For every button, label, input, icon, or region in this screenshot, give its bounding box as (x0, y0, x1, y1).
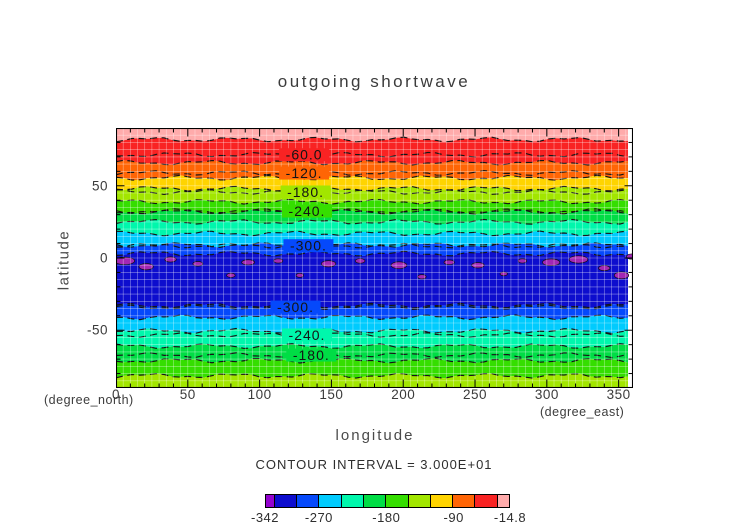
band-chartreuse-n (116, 186, 628, 205)
low-value-patch (613, 271, 630, 280)
contour-label-halo (270, 300, 321, 314)
contour-line (116, 357, 629, 364)
x-tick-label: 300 (534, 387, 559, 402)
band-cyan-s (116, 314, 628, 334)
contour-line (116, 151, 629, 158)
contour-label: -240. (289, 327, 326, 343)
colorbar-tick-label: -180 (372, 510, 401, 525)
colorbar-segment (430, 495, 454, 507)
contour-line (116, 250, 629, 257)
x-axis-label: longitude (335, 427, 415, 444)
colorbar-segment (386, 495, 409, 507)
x-tick-label: 0 (111, 387, 121, 402)
contour-label-halo (280, 185, 331, 199)
colorbar-segment (408, 495, 431, 507)
contour-label: -180. (293, 347, 330, 363)
contour-line (116, 372, 629, 379)
contour-label-halo (286, 348, 337, 362)
contour-label: -60.0 (286, 147, 323, 163)
colorbar-segment (297, 495, 320, 507)
contour-label: -120. (286, 165, 323, 181)
x-axis-unit: (degree_east) (540, 405, 625, 419)
colorbar-segment (363, 495, 387, 507)
band-gold-n (116, 175, 628, 192)
y-tick-label: 0 (99, 250, 108, 266)
contour-interval-text: CONTOUR INTERVAL = 3.000E+01 (255, 457, 493, 472)
band-green-n (116, 209, 628, 225)
contour-label: -300. (277, 299, 314, 315)
contour-label: -240. (289, 203, 326, 219)
low-value-patch (321, 260, 337, 268)
colorbar-segment (266, 495, 275, 507)
low-value-patch (295, 272, 304, 278)
band-yellowgreen-s (116, 358, 628, 379)
contour-plot: -60.0 -120. -180. -240. -300. -300. -240. -180. (116, 128, 633, 388)
low-value-patch (273, 258, 284, 264)
contour-label-halo (279, 148, 330, 162)
contour-label: -180. (287, 184, 324, 200)
low-value-patch (138, 263, 154, 271)
band-spring-n (116, 219, 628, 236)
band-red-n (116, 137, 628, 166)
band-orange-n (116, 160, 628, 181)
x-tick-label: 50 (179, 387, 196, 402)
low-value-patch (542, 258, 561, 267)
colorbar-segment (319, 495, 342, 507)
low-value-patch (443, 259, 455, 265)
low-value-patch (568, 255, 589, 264)
contour-line (116, 208, 629, 215)
colorbar-segment (341, 495, 364, 507)
contour-line (116, 351, 629, 359)
plot-border (116, 128, 633, 388)
contour-line (116, 242, 629, 249)
contour-line (116, 230, 629, 237)
graticule-layer (116, 128, 633, 388)
contour-line (116, 159, 629, 166)
colorbar-segment (497, 495, 509, 507)
x-tick-label: 200 (391, 387, 416, 402)
colorbar-tick-label: -342 (250, 510, 280, 525)
colorbar (265, 494, 510, 508)
contour-label-halo (282, 328, 333, 342)
contour-line (116, 314, 629, 321)
x-tick-label: 150 (319, 387, 344, 402)
colorbar-tick-label: -90 (443, 510, 464, 525)
contour-label-halo (279, 166, 330, 180)
contour-line (116, 136, 629, 143)
contour-labels: -60.0 -120. -180. -240. -300. -300. -240. -180. (270, 147, 337, 363)
contour-line (116, 302, 629, 309)
colorbar-segment (453, 495, 476, 507)
colorbar-tick-label: -270 (304, 510, 333, 525)
contour-line (116, 174, 629, 181)
contour-line (116, 198, 629, 205)
contour-label: -300. (290, 238, 327, 254)
colorbar-labels: -342 -270 -180 -90 -14.8 (251, 510, 526, 526)
x-tick-label: 250 (463, 387, 488, 402)
y-axis-unit: (degree_north) (44, 393, 134, 407)
y-tick-label: 50 (91, 178, 108, 194)
contour-label-halo (283, 239, 334, 253)
y-tick-label: -50 (86, 322, 108, 338)
contour-line (116, 332, 629, 339)
chart-title: outgoing shortwave (277, 72, 471, 91)
contour-line (116, 327, 629, 335)
low-value-patch (116, 256, 136, 265)
contour-line (116, 170, 629, 176)
x-tick-label: 100 (247, 387, 272, 402)
contour-line (116, 188, 629, 196)
x-tick-label: 350 (606, 387, 631, 402)
colorbar-segment (274, 495, 298, 507)
colorbar-tick-label: -14.8 (493, 510, 527, 525)
contour-line (116, 304, 629, 310)
contour-label-halo (282, 204, 333, 218)
colorbar-segment (475, 495, 498, 507)
